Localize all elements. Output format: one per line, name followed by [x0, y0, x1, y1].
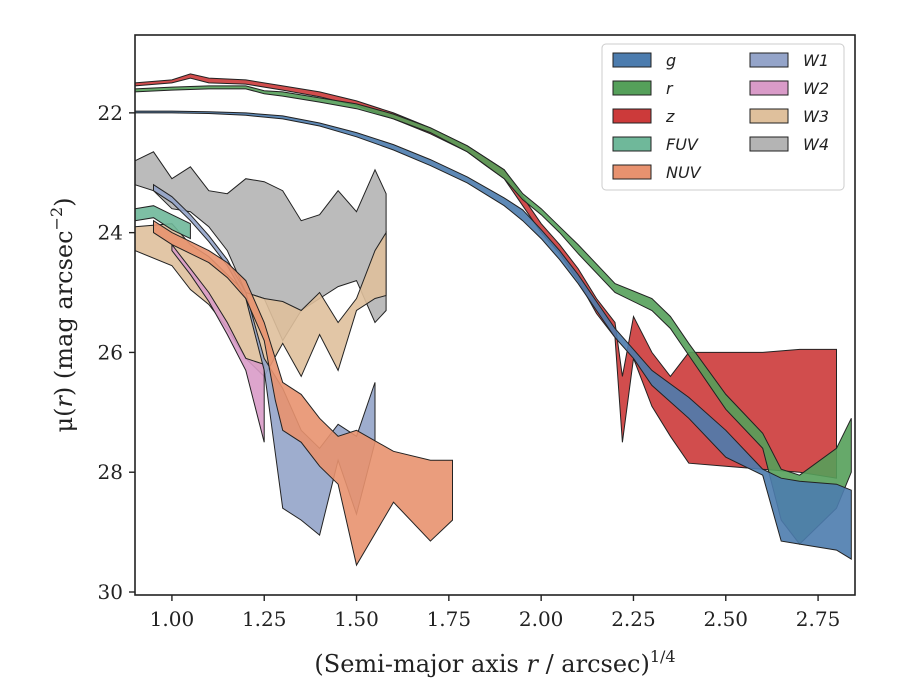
x-tick-label: 1.75: [427, 607, 472, 631]
series-layer: [135, 73, 852, 567]
x-tick-label: 2.75: [796, 607, 841, 631]
y-axis-label: μ(r) (mag arcsec−2): [47, 197, 78, 432]
series-band-nuv: [153, 219, 453, 567]
legend-label-z: z: [665, 107, 675, 126]
legend-swatch-z: [612, 108, 652, 124]
y-tick-label: 22: [98, 101, 123, 125]
legend-label-w4: W4: [803, 135, 829, 154]
y-tick-label: 24: [98, 221, 123, 245]
legend-label-w3: W3: [803, 107, 829, 126]
legend-label-w2: W2: [803, 79, 829, 98]
x-tick-label: 2.00: [519, 607, 564, 631]
legend-label-fuv: FUV: [666, 135, 699, 154]
x-tick-label: 2.25: [611, 607, 656, 631]
x-tick-label: 2.50: [704, 607, 749, 631]
y-tick-label: 28: [98, 460, 123, 484]
x-axis: 1.00 1.25 1.50 1.75 2.00 2.25 2.50 2.75: [150, 595, 841, 631]
legend-swatch-w2: [749, 80, 789, 96]
legend-swatch-w4: [749, 136, 789, 152]
legend-swatch-r: [612, 80, 652, 96]
x-tick-label: 1.25: [242, 607, 287, 631]
series-band-w4: [135, 151, 387, 342]
x-tick-label: 1.00: [150, 607, 195, 631]
legend-swatch-nuv: [612, 164, 652, 180]
y-tick-label: 26: [98, 340, 123, 364]
y-tick-label: 30: [98, 580, 123, 604]
series-band-w2: [171, 243, 265, 443]
x-axis-label: (Semi-major axis r / arcsec)1/4: [314, 647, 675, 678]
series-band-fuv: [135, 205, 191, 240]
legend-swatch-w3: [749, 108, 789, 124]
legend-swatch-g: [612, 52, 652, 68]
legend-label-nuv: NUV: [666, 163, 702, 182]
series-band-g: [135, 110, 852, 560]
legend-label-w1: W1: [803, 51, 829, 70]
legend-label-r: r: [666, 79, 674, 98]
legend: grz FUV NUV W1 W2 W3 W4: [601, 43, 845, 191]
legend-swatch-fuv: [612, 136, 652, 152]
y-axis: 22 24 26 28 30: [98, 101, 135, 604]
legend-swatch-w1: [749, 52, 789, 68]
legend-label-g: g: [666, 51, 676, 70]
plot-frame: [134, 34, 856, 596]
x-tick-label: 1.50: [334, 607, 379, 631]
